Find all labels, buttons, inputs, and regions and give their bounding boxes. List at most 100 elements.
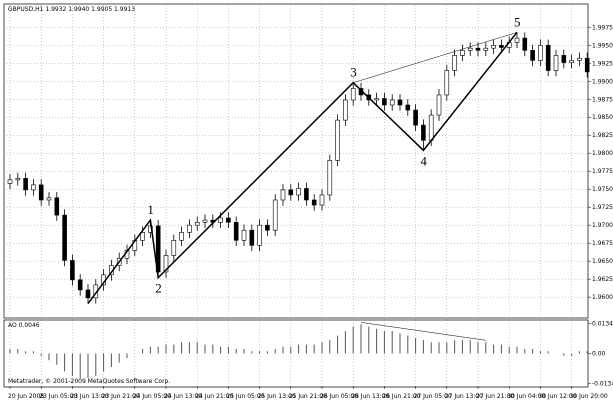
candle-body [148, 225, 153, 233]
x-tick-label: 26 Jun 05:00 [320, 393, 358, 400]
candle-body [483, 47, 489, 51]
candle-body [577, 57, 582, 61]
y-tick-label: 1.9725 [592, 204, 613, 211]
footer: Metatrader, © 2001-2009 MetaQuotes Softw… [8, 378, 170, 385]
y-tick-label: 1.9625 [592, 276, 613, 283]
x-tick-label: 26 Jun 13:00 [351, 393, 389, 400]
x-tick-label: 24 Jun 05:00 [133, 393, 171, 400]
candle-body [194, 222, 200, 226]
x-tick-label: 30 Jun 20:00 [570, 393, 608, 400]
candle-body [327, 160, 333, 196]
y-tick-label: 1.9675 [592, 240, 613, 247]
candle-body [38, 184, 44, 201]
candle-body [280, 189, 286, 201]
candle-body [436, 94, 442, 116]
candle-body [584, 57, 590, 73]
candle-body [265, 224, 270, 231]
wave-label: 1 [147, 202, 154, 217]
y-tick-label: 1.9775 [592, 168, 613, 175]
header: GBPUSD,H1 1.9932 1.9940 1.9905 1.9913 [8, 6, 135, 13]
ao-tick-label: -0.0134 [592, 381, 613, 388]
y-tick-label: 1.9650 [592, 258, 613, 265]
x-tick-label: 23 Jun 21:00 [102, 393, 140, 400]
wave-label: 3 [350, 65, 357, 80]
candle-body [491, 44, 496, 49]
y-tick-label: 1.9925 [592, 60, 613, 67]
candle-body [382, 98, 387, 106]
ao-tick-label: 0.0134 [592, 320, 613, 327]
y-tick-label: 1.9850 [592, 114, 613, 121]
x-tick-label: 24 Jun 21:00 [195, 393, 233, 400]
candle-body [389, 99, 395, 106]
candle-body [475, 47, 481, 51]
candle-body [171, 239, 177, 256]
x-tick-label: 23 Jun 13:00 [70, 393, 108, 400]
candle-body [233, 222, 239, 241]
x-tick-label: 25 Jun 21:00 [289, 393, 327, 400]
candle-body [421, 124, 426, 141]
ao-divergence [360, 322, 486, 341]
candle-body [452, 55, 457, 71]
x-tick-label: 27 Jun 21:00 [476, 393, 514, 400]
x-tick-label: 20 Jun 2008 [8, 393, 44, 400]
candle-body [15, 178, 21, 181]
x-tick-label: 23 Jun 05:00 [39, 393, 77, 400]
candle-body [296, 188, 301, 196]
candle-body [343, 99, 348, 121]
wave-zigzag [87, 31, 518, 305]
candle-body [70, 260, 75, 281]
candle-body [319, 194, 325, 206]
ao-frame [3, 319, 589, 388]
candle-body [553, 55, 559, 71]
x-tick-label: 30 Jun 04:00 [507, 393, 545, 400]
main-frame [3, 3, 589, 319]
candle-body [202, 219, 208, 223]
candle-body [545, 44, 551, 71]
candle-body [179, 232, 184, 241]
candle-body [311, 199, 317, 206]
y-tick-label: 1.9600 [592, 294, 613, 301]
x-tick-label: 25 Jun 13:00 [258, 393, 296, 400]
y-tick-label: 1.9700 [592, 222, 613, 229]
candle-body [23, 178, 28, 191]
x-tick-label: 30 Jun 12:00 [538, 393, 576, 400]
candle-body [538, 44, 543, 61]
candle-body [561, 55, 567, 63]
candle-body [85, 289, 91, 299]
x-tick-label: 24 Jun 13:00 [164, 393, 202, 400]
candle-body [350, 88, 356, 101]
candle-body [31, 184, 36, 191]
candle-body [335, 119, 340, 161]
candle-body [499, 44, 504, 48]
y-tick-label: 1.9800 [592, 150, 613, 157]
candle-body [241, 229, 247, 241]
candle-body [413, 109, 418, 126]
candle-body [46, 197, 52, 201]
wave-label: 5 [514, 14, 521, 29]
candle-body [514, 37, 520, 43]
candle-body [374, 98, 379, 101]
candle-body [288, 189, 294, 196]
candle-body [54, 197, 60, 216]
candle-body [77, 279, 83, 291]
candle-body [218, 217, 223, 223]
candle-body [272, 199, 278, 231]
ao-label: AO 0.0046 [8, 322, 40, 329]
candle-body [140, 232, 145, 241]
candle-body [405, 104, 411, 111]
candle-body [187, 224, 192, 233]
y-tick-label: 1.9900 [592, 78, 613, 85]
candle-body [444, 70, 450, 96]
candle-body [467, 47, 473, 51]
candle-body [569, 60, 574, 63]
candle-body [163, 255, 169, 273]
candle-body [428, 114, 434, 141]
candle-body [257, 224, 262, 246]
candle-body [530, 50, 535, 61]
candle-body [155, 225, 161, 273]
y-tick-label: 1.9750 [592, 186, 613, 193]
x-tick-label: 27 Jun 13:00 [445, 393, 483, 400]
candle-body [226, 217, 231, 223]
wave-label: 2 [155, 281, 162, 296]
